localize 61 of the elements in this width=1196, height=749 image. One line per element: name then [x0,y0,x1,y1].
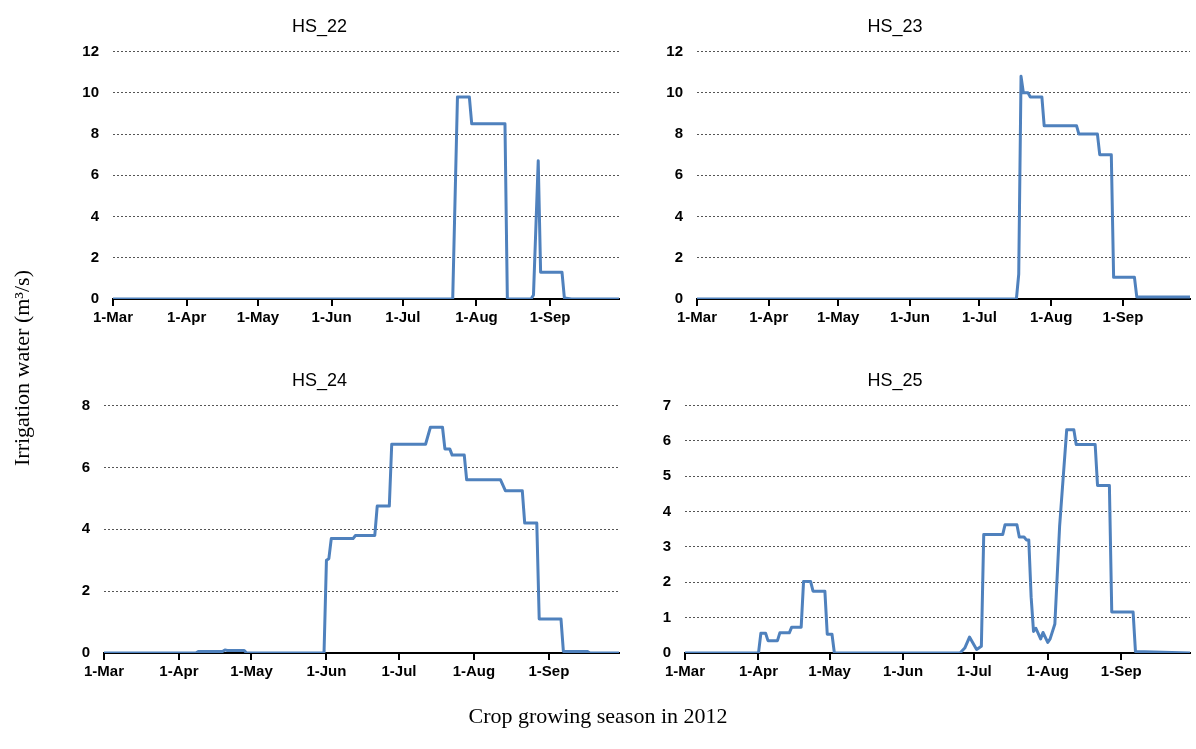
x-tick-label: 1-Sep [529,308,571,326]
x-tick-label: 1-Apr [159,662,199,680]
y-tick-label: 10 [82,82,99,100]
y-tick-label: 4 [662,501,672,519]
y-tick-label: 2 [90,247,99,265]
y-tick-label: 4 [674,206,684,224]
y-tick-label: 6 [81,457,90,475]
y-tick-label: 12 [82,41,99,59]
x-tick-label: 1-Mar [676,308,718,326]
x-tick-label: 1-Aug [1026,662,1069,680]
x-tick-label: 1-Jul [956,662,992,680]
x-tick-label: 1-Sep [528,662,570,680]
y-tick-label: 5 [662,466,671,484]
x-tick-label: 1-Mar [83,662,125,680]
y-tick-label: 12 [666,41,683,59]
y-tick-label: 8 [90,124,99,142]
x-tick-label: 1-Mar [664,662,706,680]
y-axis-title: Irrigation water (m³/s) [9,269,35,468]
y-tick-label: 1 [662,607,671,625]
chart-title: HS_25 [867,369,923,391]
y-tick-label: 8 [81,395,90,413]
x-tick-label: 1-Mar [92,308,134,326]
x-tick-label: 1-Sep [1102,308,1144,326]
x-tick-label: 1-May [808,662,852,680]
x-tick-label: 1-Jun [889,308,930,326]
y-tick-label: 2 [674,247,683,265]
y-tick-label: 3 [662,537,671,555]
y-tick-label: 0 [81,643,90,661]
x-tick-label: 1-Apr [738,662,779,680]
x-tick-label: 1-May [230,662,274,680]
y-tick-label: 0 [662,643,671,661]
y-tick-label: 7 [662,395,671,413]
y-tick-label: 10 [666,82,683,100]
y-tick-label: 8 [674,124,683,142]
y-tick-label: 6 [662,431,671,449]
chart-title: HS_24 [291,369,348,391]
y-tick-label: 6 [90,165,99,183]
y-tick-label: 0 [90,289,99,307]
x-tick-label: 1-Jun [311,308,352,326]
x-tick-label: 1-Jun [306,662,347,680]
x-tick-label: 1-Jul [961,308,997,326]
y-tick-label: 2 [81,581,90,599]
x-tick-label: 1-Apr [167,308,207,326]
x-tick-label: 1-Jun [883,662,924,680]
chart-title: HS_23 [867,15,923,37]
x-axis-title: Crop growing season in 2012 [467,703,729,729]
y-tick-label: 6 [674,165,683,183]
chart-title: HS_22 [291,15,348,37]
x-tick-label: 1-May [816,308,861,326]
x-tick-label: 1-Jul [385,308,421,326]
x-tick-label: 1-Aug [452,662,496,680]
x-tick-label: 1-Aug [455,308,498,326]
y-tick-label: 4 [90,206,100,224]
x-tick-label: 1-May [236,308,280,326]
x-tick-label: 1-Aug [1029,308,1073,326]
y-tick-label: 4 [81,519,91,537]
y-tick-label: 2 [662,572,671,590]
y-tick-label: 0 [674,289,683,307]
x-tick-label: 1-Sep [1100,662,1142,680]
x-tick-label: 1-Jul [381,662,417,680]
x-tick-label: 1-Apr [749,308,789,326]
